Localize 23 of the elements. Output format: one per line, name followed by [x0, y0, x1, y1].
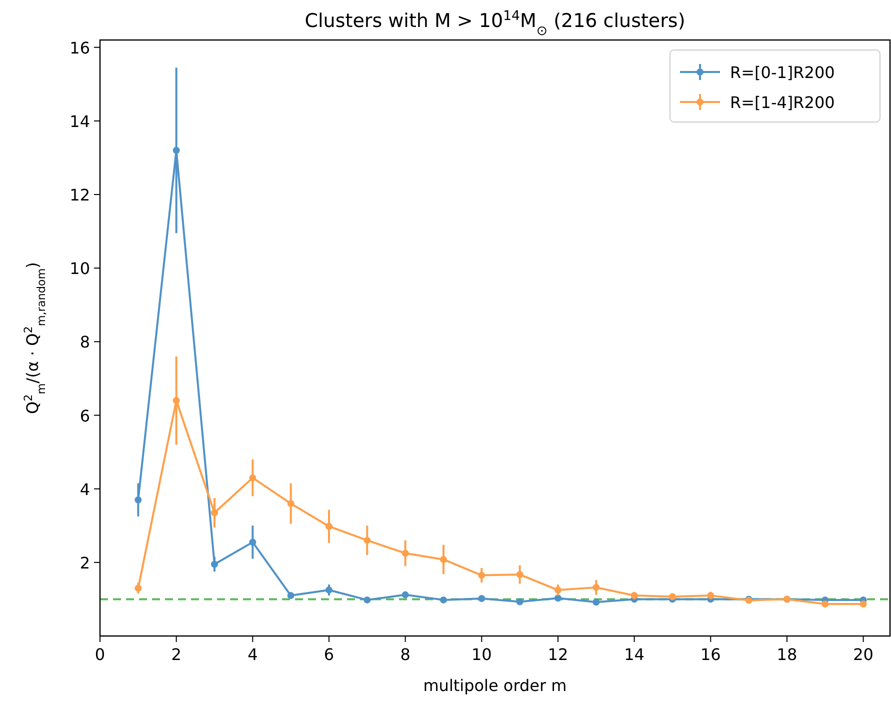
x-tick-label: 8 — [400, 645, 410, 664]
legend-label: R=[1-4]R200 — [730, 93, 835, 112]
y-tick-label: 4 — [80, 480, 90, 499]
y-tick-label: 6 — [80, 406, 90, 426]
x-tick-label: 0 — [94, 645, 106, 664]
x-tick-label: 18 — [776, 645, 798, 664]
legend-label: R=[0-1]R200 — [730, 63, 835, 82]
x-axis-title: multipole order m — [423, 676, 567, 695]
x-tick-label: 12 — [548, 645, 568, 664]
x-tick-label: 6 — [324, 645, 334, 664]
y-tick-label: 8 — [80, 332, 90, 352]
y-tick-label: 10 — [70, 259, 90, 278]
x-tick-label: 14 — [624, 645, 644, 664]
x-tick-label: 2 — [171, 645, 182, 664]
x-tick-label: 4 — [248, 645, 258, 664]
y-tick-label: 16 — [70, 38, 90, 58]
y-tick-label: 2 — [80, 553, 90, 572]
chart-title: Clusters with M > 10$^{14}$M$_{⊙}$ (216 clusters) — [304, 8, 686, 38]
x-tick-label: 10 — [471, 645, 492, 664]
x-tick-label: 20 — [853, 645, 874, 664]
y-tick-label: 12 — [70, 186, 90, 205]
x-tick-label: 16 — [700, 645, 721, 664]
y-tick-label: 14 — [70, 112, 90, 131]
